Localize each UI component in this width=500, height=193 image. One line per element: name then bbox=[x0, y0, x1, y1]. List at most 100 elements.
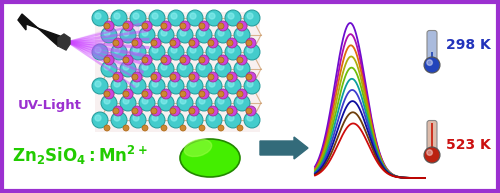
Circle shape bbox=[142, 89, 152, 99]
Circle shape bbox=[104, 30, 110, 36]
Circle shape bbox=[228, 47, 234, 53]
Circle shape bbox=[218, 64, 224, 70]
Circle shape bbox=[151, 38, 161, 48]
Circle shape bbox=[133, 47, 139, 53]
Circle shape bbox=[237, 23, 243, 29]
Circle shape bbox=[225, 10, 241, 26]
Circle shape bbox=[171, 47, 177, 53]
Circle shape bbox=[161, 91, 167, 97]
Circle shape bbox=[168, 78, 184, 94]
Circle shape bbox=[132, 72, 142, 82]
Bar bbox=[431, 52, 433, 65]
Circle shape bbox=[158, 61, 174, 77]
Circle shape bbox=[199, 30, 205, 36]
Circle shape bbox=[199, 23, 205, 29]
Circle shape bbox=[218, 125, 224, 131]
Circle shape bbox=[130, 10, 146, 26]
Circle shape bbox=[206, 10, 222, 26]
Circle shape bbox=[104, 21, 114, 31]
Circle shape bbox=[104, 57, 110, 63]
Circle shape bbox=[161, 57, 167, 63]
Circle shape bbox=[168, 112, 184, 128]
Circle shape bbox=[123, 55, 133, 65]
Circle shape bbox=[206, 78, 222, 94]
Circle shape bbox=[161, 125, 167, 131]
Circle shape bbox=[180, 89, 190, 99]
Circle shape bbox=[133, 13, 139, 19]
Circle shape bbox=[189, 38, 199, 48]
Circle shape bbox=[132, 108, 138, 114]
Circle shape bbox=[244, 78, 260, 94]
Circle shape bbox=[152, 13, 158, 19]
Circle shape bbox=[237, 57, 243, 63]
Circle shape bbox=[424, 57, 440, 73]
Circle shape bbox=[237, 30, 243, 36]
Circle shape bbox=[180, 98, 186, 104]
Circle shape bbox=[123, 23, 129, 29]
FancyBboxPatch shape bbox=[427, 120, 437, 157]
Circle shape bbox=[228, 13, 234, 19]
Circle shape bbox=[234, 95, 250, 111]
Circle shape bbox=[237, 98, 243, 104]
Circle shape bbox=[189, 40, 195, 46]
Circle shape bbox=[123, 89, 133, 99]
Circle shape bbox=[170, 74, 176, 80]
Ellipse shape bbox=[180, 139, 240, 177]
Polygon shape bbox=[68, 20, 143, 77]
Circle shape bbox=[104, 55, 114, 65]
Circle shape bbox=[215, 61, 231, 77]
Circle shape bbox=[196, 27, 212, 43]
Circle shape bbox=[139, 27, 155, 43]
Circle shape bbox=[246, 40, 252, 46]
Circle shape bbox=[104, 23, 110, 29]
Circle shape bbox=[161, 30, 167, 36]
Circle shape bbox=[209, 47, 215, 53]
Circle shape bbox=[95, 115, 101, 121]
Circle shape bbox=[247, 115, 253, 121]
Circle shape bbox=[218, 89, 228, 99]
Circle shape bbox=[171, 115, 177, 121]
Circle shape bbox=[208, 72, 218, 82]
Circle shape bbox=[189, 108, 195, 114]
Circle shape bbox=[151, 72, 161, 82]
Circle shape bbox=[113, 40, 119, 46]
Circle shape bbox=[199, 98, 205, 104]
Circle shape bbox=[234, 61, 250, 77]
Circle shape bbox=[142, 30, 148, 36]
Circle shape bbox=[246, 74, 252, 80]
Circle shape bbox=[123, 57, 129, 63]
Circle shape bbox=[132, 74, 138, 80]
Circle shape bbox=[196, 95, 212, 111]
Circle shape bbox=[218, 55, 228, 65]
Circle shape bbox=[247, 47, 253, 53]
Circle shape bbox=[170, 72, 180, 82]
Circle shape bbox=[187, 78, 203, 94]
Text: 523 K: 523 K bbox=[446, 138, 491, 152]
Circle shape bbox=[123, 125, 129, 131]
Circle shape bbox=[104, 64, 110, 70]
Circle shape bbox=[149, 78, 165, 94]
Circle shape bbox=[130, 78, 146, 94]
Circle shape bbox=[123, 64, 129, 70]
Circle shape bbox=[208, 40, 214, 46]
Circle shape bbox=[130, 44, 146, 60]
Circle shape bbox=[142, 125, 148, 131]
Circle shape bbox=[227, 106, 237, 116]
Circle shape bbox=[247, 81, 253, 87]
Circle shape bbox=[161, 98, 167, 104]
Circle shape bbox=[104, 98, 110, 104]
Circle shape bbox=[190, 115, 196, 121]
Text: UV-Light: UV-Light bbox=[18, 98, 82, 112]
Circle shape bbox=[218, 98, 224, 104]
Circle shape bbox=[177, 61, 193, 77]
Circle shape bbox=[228, 81, 234, 87]
Ellipse shape bbox=[184, 140, 212, 157]
Circle shape bbox=[133, 115, 139, 121]
Circle shape bbox=[246, 106, 256, 116]
Circle shape bbox=[209, 13, 215, 19]
Circle shape bbox=[215, 27, 231, 43]
Circle shape bbox=[227, 74, 233, 80]
Circle shape bbox=[113, 38, 123, 48]
Circle shape bbox=[225, 112, 241, 128]
Circle shape bbox=[180, 91, 186, 97]
